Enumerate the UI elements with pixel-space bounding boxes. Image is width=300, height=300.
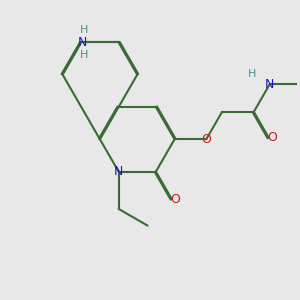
Text: N: N: [114, 165, 123, 178]
Text: N: N: [77, 36, 87, 49]
Text: H: H: [80, 50, 88, 60]
Text: H: H: [248, 69, 256, 79]
Text: O: O: [171, 193, 181, 206]
Text: O: O: [268, 131, 278, 144]
Text: N: N: [265, 78, 274, 91]
Text: O: O: [201, 133, 211, 146]
Text: H: H: [80, 25, 88, 34]
